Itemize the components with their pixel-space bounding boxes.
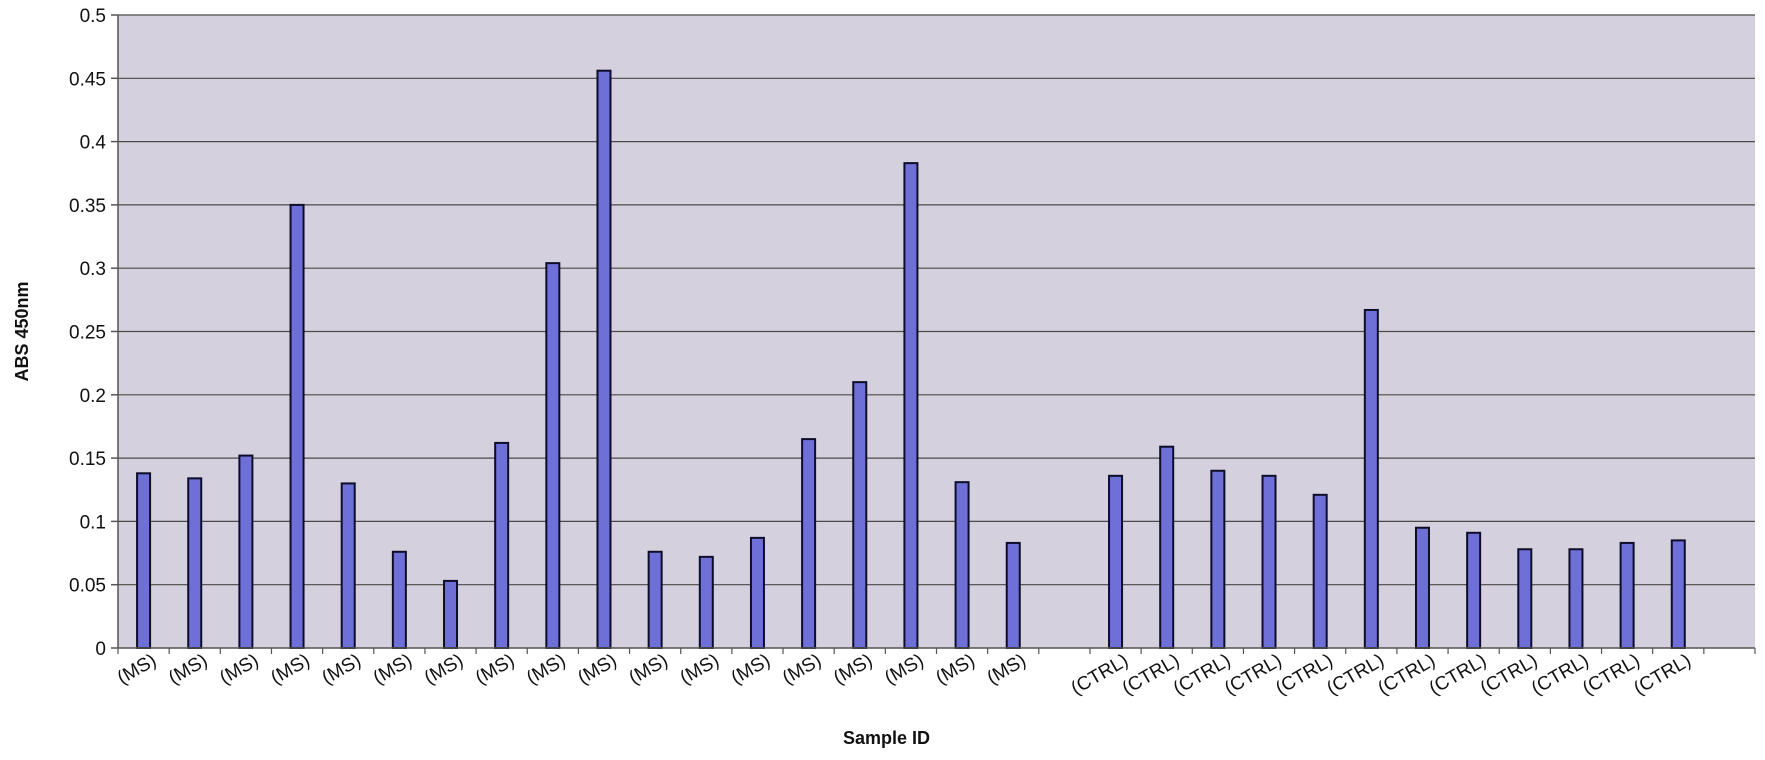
bar (1005, 541, 1021, 649)
x-tick-label: (MS) (523, 650, 569, 689)
bar (852, 381, 868, 649)
bar (1517, 548, 1533, 650)
x-tick-label: (MS) (267, 650, 313, 689)
x-tick-label: (MS) (472, 650, 518, 689)
x-tick-label: (CTRL) (1477, 650, 1541, 699)
bar (1568, 548, 1584, 650)
y-axis-title: ABS 450nm (12, 281, 32, 381)
bar (187, 477, 203, 649)
y-tick-label: 0.35 (69, 196, 106, 217)
bar (1619, 541, 1635, 649)
x-tick-label: (CTRL) (1119, 650, 1183, 699)
bar (1363, 308, 1379, 649)
bar (1108, 474, 1124, 649)
bar (340, 482, 356, 650)
x-tick-label: (MS) (779, 650, 825, 689)
x-tick-label: (MS) (421, 650, 467, 689)
x-tick-label: (CTRL) (1170, 650, 1234, 699)
x-tick-label: (CTRL) (1630, 650, 1694, 699)
x-tick-label: (CTRL) (1221, 650, 1285, 699)
x-tick-label: (CTRL) (1068, 650, 1132, 699)
bar (494, 441, 510, 649)
bar (136, 472, 152, 649)
x-tick-label: (MS) (370, 650, 416, 689)
bar (545, 262, 561, 649)
x-tick-label: (MS) (728, 650, 774, 689)
bar (698, 555, 714, 650)
bar (596, 69, 612, 650)
x-tick-label: (MS) (114, 650, 160, 689)
x-tick-label: (MS) (216, 650, 262, 689)
x-tick-label: (MS) (165, 650, 211, 689)
bar (954, 481, 970, 649)
bar (1210, 469, 1226, 650)
x-tick-label: (CTRL) (1426, 650, 1490, 699)
x-tick-label: (CTRL) (1272, 650, 1336, 699)
x-tick-label: (MS) (677, 650, 723, 689)
gridlines (118, 14, 1755, 586)
bar (443, 579, 459, 649)
bar (749, 536, 765, 649)
x-tick-label: (CTRL) (1375, 650, 1439, 699)
bar (1312, 493, 1328, 649)
x-axis-tick-labels: (MS) (MS) (MS) (MS) (MS) (MS) (MS) (MS) (MS) (MS)… (114, 650, 1695, 699)
x-tick-label: (MS) (574, 650, 620, 689)
bar (1670, 539, 1686, 650)
bar (647, 550, 663, 649)
axes (117, 15, 1756, 654)
x-axis-title: Sample ID (843, 728, 930, 748)
x-tick-label: (CTRL) (1323, 650, 1387, 699)
bars (136, 69, 1686, 650)
x-tick-label: (MS) (984, 650, 1030, 689)
y-tick-label: 0.25 (69, 323, 106, 344)
bar (289, 203, 305, 649)
y-tick-label: 0.2 (80, 386, 106, 407)
y-tick-label: 0.45 (69, 69, 106, 90)
y-tick-label: 0.1 (80, 512, 106, 533)
bar (391, 550, 407, 649)
x-tick-label: (MS) (830, 650, 876, 689)
x-tick-label: (MS) (625, 650, 671, 689)
y-tick-label: 0.3 (80, 259, 106, 280)
x-tick-label: (CTRL) (1579, 650, 1643, 699)
y-tick-label: 0.15 (69, 449, 106, 470)
y-tick-label: 0.05 (69, 576, 106, 597)
y-tick-label: 0 (95, 639, 106, 660)
y-tick-label: 0.4 (80, 133, 107, 154)
bar (238, 454, 254, 649)
bar (1466, 531, 1482, 650)
bar (801, 438, 817, 649)
bar (1414, 526, 1430, 649)
bar (903, 162, 919, 649)
y-axis-ticks: 0 0.05 0.1 0.15 0.2 0.25 0.3 0.35 0.4 0.45 0.5 (69, 6, 118, 660)
x-tick-label: (CTRL) (1528, 650, 1592, 699)
bar (1261, 474, 1277, 649)
x-tick-label: (MS) (932, 650, 978, 689)
bar (1159, 445, 1175, 649)
y-tick-label: 0.5 (80, 6, 106, 27)
x-tick-label: (MS) (319, 650, 365, 689)
x-tick-label: (MS) (881, 650, 927, 689)
